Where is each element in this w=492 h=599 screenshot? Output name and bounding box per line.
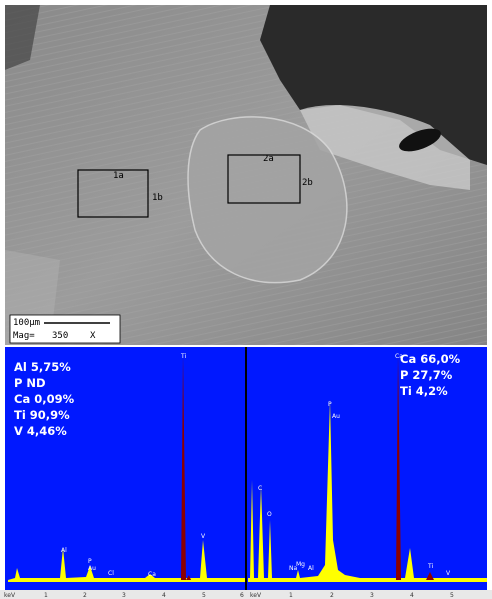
region-label: 2a xyxy=(263,154,274,164)
composition: Ca 66,0% xyxy=(400,352,461,366)
figure: 1a 1b 2a 2b 100µm Mag= 350 X Al 5,75% P … xyxy=(0,0,492,599)
scale-length: 100µm xyxy=(13,318,40,328)
peak-label: Al xyxy=(308,565,314,572)
tick-label: 3 xyxy=(370,592,374,599)
peak-label: Al xyxy=(61,547,67,554)
peak-label: P xyxy=(328,401,332,408)
composition: Ti 4,2% xyxy=(400,384,448,398)
region-label: 1b xyxy=(152,193,163,203)
peak-label: Ti xyxy=(180,353,186,360)
tick-label: 1 xyxy=(289,592,293,599)
composition: Ca 0,09% xyxy=(14,392,75,406)
tick-label: 3 xyxy=(122,592,126,599)
tick-label: 1 xyxy=(44,592,48,599)
tick-label: 5 xyxy=(202,592,206,599)
peak-label: Cl xyxy=(108,570,114,577)
composition: Ti 90,9% xyxy=(14,408,70,422)
composition: P 27,7% xyxy=(400,368,453,382)
composition: Al 5,75% xyxy=(14,360,71,374)
peak-label: Ti xyxy=(427,563,433,570)
mag-value: 350 xyxy=(52,331,68,341)
axis-strip: keV 1 2 3 4 5 6 keV 1 2 3 4 5 xyxy=(0,590,492,599)
peak-label: O xyxy=(267,511,272,518)
composition: P ND xyxy=(14,376,46,390)
peak-label: Au xyxy=(88,565,96,572)
tick-label: 5 xyxy=(450,592,454,599)
tick-label: 4 xyxy=(410,592,414,599)
mag-label: Mag= xyxy=(13,331,35,341)
spectrum-right: Ca 66,0% P 27,7% Ti 4,2% Ca P Au C O Na … xyxy=(247,347,487,590)
page: {"sem_image":{"regions":[{"label":"1a"},… xyxy=(0,0,492,599)
sem-image: 1a 1b 2a 2b 100µm Mag= 350 X xyxy=(5,5,487,345)
tick-label: 4 xyxy=(162,592,166,599)
composition: V 4,46% xyxy=(14,424,67,438)
peak-label: C xyxy=(258,485,262,492)
peak-label: Ca xyxy=(395,353,403,360)
peak-label: P xyxy=(88,558,92,565)
tick-label: 2 xyxy=(83,592,87,599)
peak-label: Mg xyxy=(296,561,305,568)
peak-label: Ca xyxy=(148,571,156,578)
spectrum-left: Al 5,75% P ND Ca 0,09% Ti 90,9% V 4,46% … xyxy=(5,347,245,590)
axis-unit: keV xyxy=(250,592,262,599)
mag-unit: X xyxy=(90,331,96,341)
region-label: 1a xyxy=(113,171,124,181)
tick-label: 2 xyxy=(330,592,334,599)
region-label: 2b xyxy=(302,178,313,188)
peak-label: Au xyxy=(332,413,340,420)
axis-unit: keV xyxy=(4,592,16,599)
tick-label: 6 xyxy=(240,592,244,599)
